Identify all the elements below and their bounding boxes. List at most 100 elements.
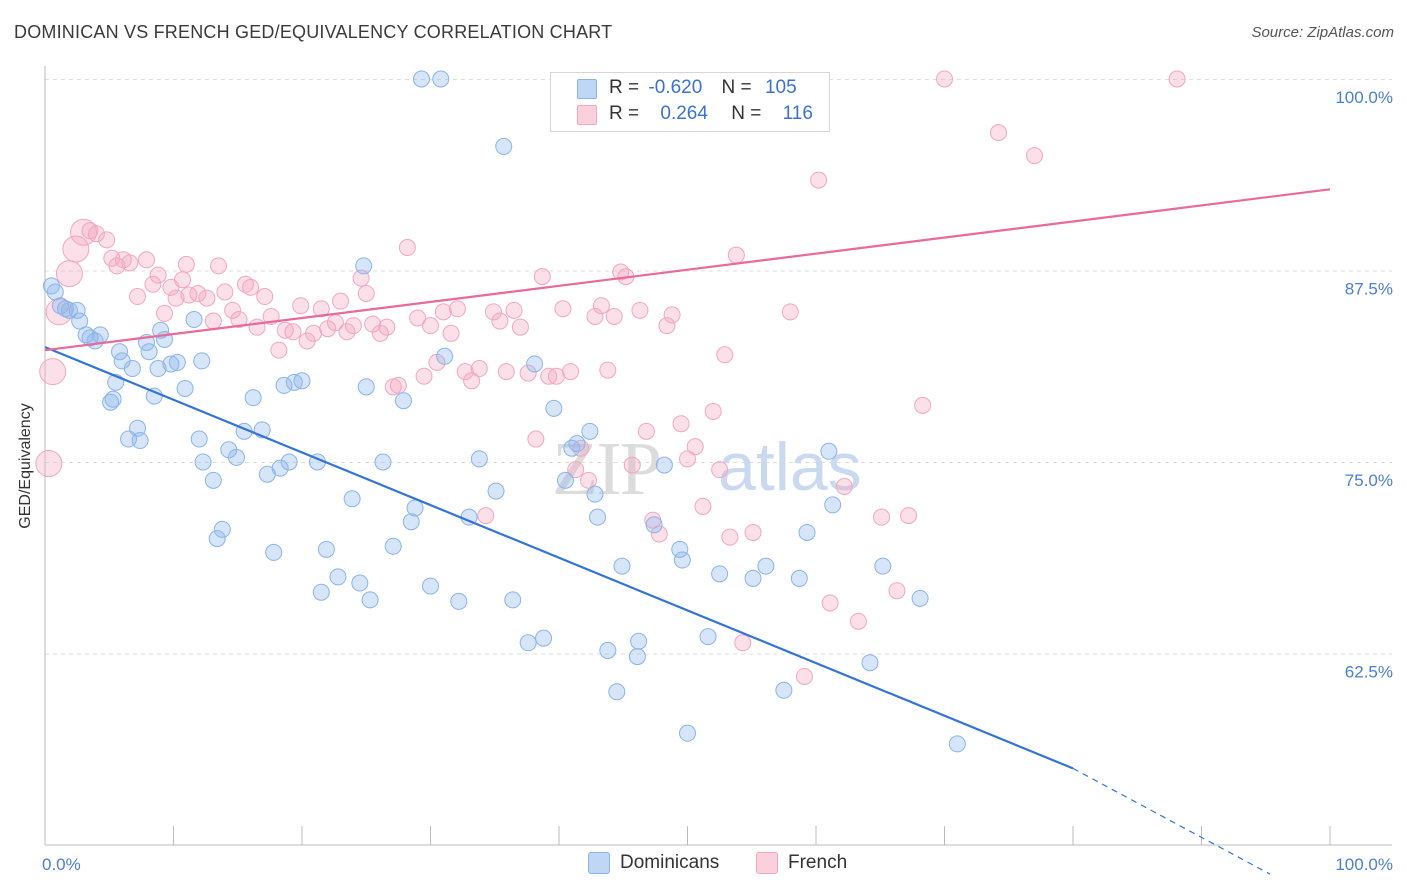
watermark: ZIP atlas [552, 427, 862, 511]
point-dominicans [798, 523, 816, 541]
source-credit: Source: ZipAtlas.com [1251, 24, 1394, 41]
point-dominicans [568, 435, 586, 453]
point-french [35, 450, 63, 478]
bottom-legend: Dominicans French [0, 852, 1406, 876]
point-dominicans [140, 343, 158, 361]
point-french [491, 312, 509, 330]
point-dominicans [432, 70, 450, 88]
point-dominicans [213, 520, 231, 538]
y-tick-label: 100.0% [1335, 88, 1393, 107]
point-dominicans [744, 569, 762, 587]
point-dominicans [948, 735, 966, 753]
point-dominicans [81, 329, 99, 347]
point-french [173, 271, 191, 289]
bottom-legend-dominicans: Dominicans [588, 852, 719, 874]
point-dominicans [450, 592, 468, 610]
point-dominicans [149, 360, 167, 378]
point-french [338, 323, 356, 341]
point-french [284, 323, 302, 341]
point-dominicans [711, 565, 729, 583]
point-french [888, 582, 906, 600]
watermark-zip: ZIP [552, 427, 660, 511]
point-french [716, 346, 734, 364]
point-dominicans [280, 453, 298, 471]
chart-title: DOMINICAN VS FRENCH GED/EQUIVALENCY CORR… [14, 22, 613, 42]
point-dominicans [589, 508, 607, 526]
point-french [562, 363, 580, 381]
point-dominicans [526, 355, 544, 373]
point-dominicans [599, 641, 617, 659]
point-french [1168, 70, 1186, 88]
point-dominicans [104, 390, 122, 408]
point-dominicans [586, 485, 604, 503]
point-french [463, 372, 481, 390]
point-dominicans [351, 574, 369, 592]
point-dominicans [384, 537, 402, 555]
point-dominicans [545, 399, 563, 417]
legend-box: R = -0.620 N = 105 R = 0.264 N = 116 [550, 72, 830, 132]
point-french [108, 257, 126, 275]
point-dominicans [355, 257, 373, 275]
point-french [305, 324, 323, 342]
point-dominicans [790, 569, 808, 587]
bottom-legend-swatch-french [756, 852, 778, 874]
bottom-legend-label-dominicans: Dominicans [620, 852, 720, 873]
point-french [605, 307, 623, 325]
point-french [121, 254, 139, 272]
legend-n-value-french: 116 [782, 103, 813, 124]
point-dominicans [874, 557, 892, 575]
legend-r-value-dominicans: -0.620 [648, 77, 703, 98]
point-french [554, 300, 572, 318]
point-dominicans [271, 459, 289, 477]
point-french [900, 507, 918, 525]
point-french [204, 312, 222, 330]
point-dominicans [329, 568, 347, 586]
point-french [312, 300, 330, 318]
point-french [1025, 147, 1043, 165]
x-tick-label: 0.0% [42, 855, 81, 874]
point-dominicans [519, 634, 537, 652]
point-french [236, 275, 254, 293]
french-points [35, 70, 1186, 685]
point-french [989, 124, 1007, 142]
point-french [505, 301, 523, 319]
point-dominicans [581, 422, 599, 440]
point-dominicans [535, 629, 553, 647]
point-dominicans [193, 352, 211, 370]
point-dominicans [71, 312, 89, 330]
legend-r-label: R = [609, 103, 640, 124]
legend-r-value-french: 0.264 [660, 103, 708, 124]
point-dominicans [208, 530, 226, 548]
point-french [156, 304, 174, 322]
point-dominicans [402, 513, 420, 531]
y-tick-label: 87.5% [1345, 280, 1393, 299]
point-french [547, 367, 565, 385]
point-dominicans [671, 540, 689, 558]
point-dominicans [504, 591, 522, 609]
point-dominicans [775, 681, 793, 699]
point-french [216, 283, 234, 301]
point-dominicans [757, 557, 775, 575]
point-dominicans [608, 683, 626, 701]
point-french [781, 303, 799, 321]
point-french [332, 292, 350, 310]
point-french [456, 363, 474, 381]
point-dominicans [361, 591, 379, 609]
point-french [230, 311, 248, 329]
point-french [422, 317, 439, 335]
point-french [936, 70, 953, 88]
point-french [167, 289, 185, 307]
point-dominicans [630, 632, 648, 650]
point-french [663, 306, 681, 324]
point-dominicans [563, 439, 581, 457]
point-french [344, 317, 362, 335]
point-french [497, 363, 515, 381]
point-dominicans [102, 393, 120, 411]
legend-swatch-french [577, 105, 597, 125]
point-french [650, 525, 668, 543]
point-french [519, 364, 537, 382]
point-dominicans [317, 540, 335, 558]
point-french [580, 471, 598, 489]
point-french [138, 251, 156, 269]
